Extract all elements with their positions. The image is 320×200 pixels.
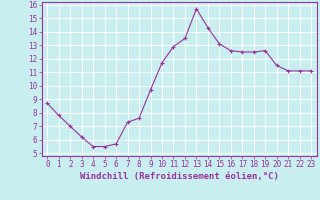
X-axis label: Windchill (Refroidissement éolien,°C): Windchill (Refroidissement éolien,°C) — [80, 172, 279, 181]
